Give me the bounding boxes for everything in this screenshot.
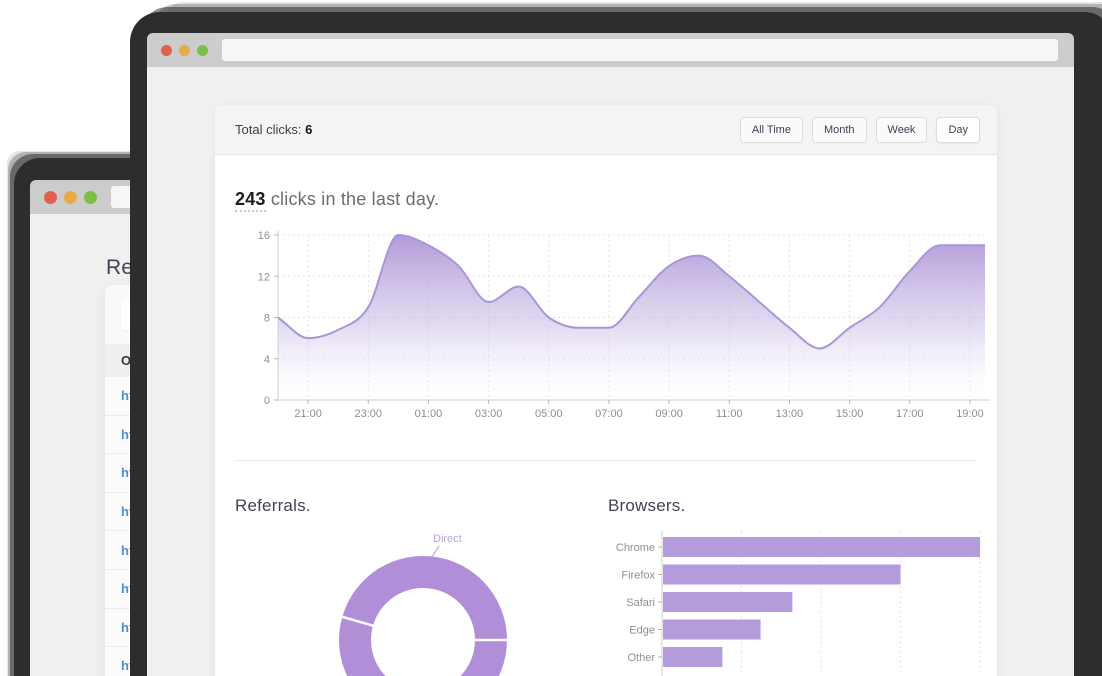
analytics-card-header: Total clicks: 6 All Time Month Week Day <box>215 105 997 155</box>
window-zoom-button[interactable] <box>197 44 208 56</box>
clicks-headline: 243 clicks in the last day. <box>235 189 977 212</box>
svg-text:0: 0 <box>264 395 270 407</box>
clicks-headline-text: clicks in the last day. <box>265 189 440 209</box>
analytics-browser-window: Total clicks: 6 All Time Month Week Day 243… <box>130 12 1102 676</box>
svg-text:21:00: 21:00 <box>294 408 322 420</box>
window-minimize-button[interactable] <box>64 190 77 204</box>
section-divider <box>235 460 977 461</box>
svg-text:01:00: 01:00 <box>415 408 443 420</box>
svg-text:07:00: 07:00 <box>595 408 623 420</box>
analytics-page-content: Total clicks: 6 All Time Month Week Day 243… <box>147 67 1074 676</box>
referrals-donut-chart: Direct <box>339 533 508 676</box>
window-close-button[interactable] <box>44 190 57 204</box>
bar-label-edge: Edge <box>629 625 655 637</box>
clicks-area-chart: 0 4 8 12 16 21:00 23:00 01:00 03:00 05:00 07:00 09:… <box>258 230 990 420</box>
svg-text:11:00: 11:00 <box>716 408 743 420</box>
svg-text:19:00: 19:00 <box>956 408 984 420</box>
svg-text:13:00: 13:00 <box>776 408 804 420</box>
window-minimize-button[interactable] <box>179 44 190 56</box>
bar-chrome <box>663 537 980 557</box>
bar-edge <box>663 619 761 640</box>
svg-text:03:00: 03:00 <box>475 408 503 420</box>
svg-text:15:00: 15:00 <box>836 408 864 420</box>
donut-label-direct: Direct <box>433 533 462 545</box>
svg-text:4: 4 <box>264 354 270 366</box>
svg-text:17:00: 17:00 <box>896 408 924 420</box>
svg-text:05:00: 05:00 <box>535 408 563 420</box>
bar-label-firefox: Firefox <box>621 570 655 582</box>
browser-chrome-bar <box>147 33 1074 67</box>
browsers-title: Browsers. <box>608 496 686 515</box>
window-controls <box>161 44 208 56</box>
filter-button-all-time[interactable]: All Time <box>739 116 803 143</box>
url-bar[interactable] <box>222 39 1058 61</box>
window-zoom-button[interactable] <box>84 190 97 204</box>
bar-safari <box>663 592 793 612</box>
svg-text:23:00: 23:00 <box>354 408 382 420</box>
window-close-button[interactable] <box>161 44 172 56</box>
clicks-count: 243 <box>235 189 266 212</box>
window-controls <box>44 190 97 204</box>
svg-text:16: 16 <box>258 230 270 242</box>
bar-label-other: Other <box>627 652 655 664</box>
analytics-card: Total clicks: 6 All Time Month Week Day 243… <box>215 105 997 676</box>
svg-text:8: 8 <box>264 313 270 325</box>
total-clicks: Total clicks: 6 <box>235 122 312 137</box>
bar-label-safari: Safari <box>626 597 655 609</box>
bar-firefox <box>663 564 901 585</box>
svg-text:09:00: 09:00 <box>655 408 683 420</box>
referrals-title: Referrals. <box>235 496 311 515</box>
total-clicks-value: 6 <box>305 122 313 137</box>
bar-other <box>663 647 723 667</box>
filter-button-week[interactable]: Week <box>875 116 928 143</box>
svg-text:12: 12 <box>258 271 270 283</box>
time-range-filters: All Time Month Week Day <box>739 116 980 143</box>
total-clicks-label: Total clicks: <box>235 122 302 137</box>
browsers-bar-chart: Chrome Firefox Safari Edge Other <box>616 531 981 676</box>
filter-button-day[interactable]: Day <box>936 116 980 143</box>
filter-button-month[interactable]: Month <box>811 116 867 143</box>
bar-label-chrome: Chrome <box>616 542 655 554</box>
